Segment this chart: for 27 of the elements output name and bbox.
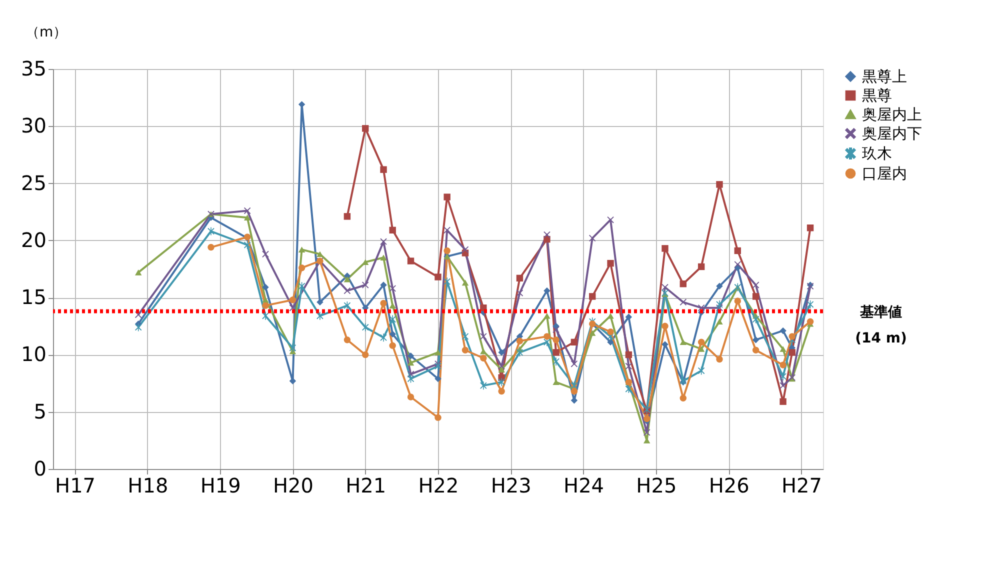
x-tick-label: H21 [346, 474, 386, 498]
y-tick-label: 35 [21, 56, 46, 80]
y-tick-label: 20 [21, 228, 46, 252]
legend-label: 奥屋内上 [862, 106, 922, 124]
x-tick-label: H27 [781, 474, 822, 498]
x-tick-label: H18 [128, 474, 168, 498]
y-tick-label: 25 [21, 170, 46, 195]
y-axis-title: （m） [26, 24, 68, 40]
legend-label: 口屋内 [862, 164, 907, 182]
x-tick-label: H26 [708, 474, 750, 498]
y-tick-label: 10 [21, 342, 46, 366]
legend-label: 奥屋内下 [862, 124, 922, 142]
x-tick-label: H23 [490, 474, 532, 498]
x-tick-label: H20 [272, 474, 314, 498]
legend-label: 黒尊上 [862, 68, 907, 86]
y-tick-label: 15 [21, 285, 46, 310]
x-tick-label: H25 [636, 474, 677, 498]
y-tick-label: 30 [21, 114, 46, 138]
x-tick-label: H24 [564, 474, 604, 498]
y-tick-label: 0 [34, 456, 46, 480]
legend-label: 玖木 [862, 144, 892, 162]
y-tick-label: 5 [34, 399, 46, 424]
x-tick-label: H19 [200, 474, 241, 498]
x-tick-label: H17 [55, 474, 96, 498]
legend-label: 黒尊 [862, 86, 892, 104]
ref-line-label: 基準値 (14 m) [855, 304, 907, 346]
x-tick-label: H22 [418, 474, 459, 498]
